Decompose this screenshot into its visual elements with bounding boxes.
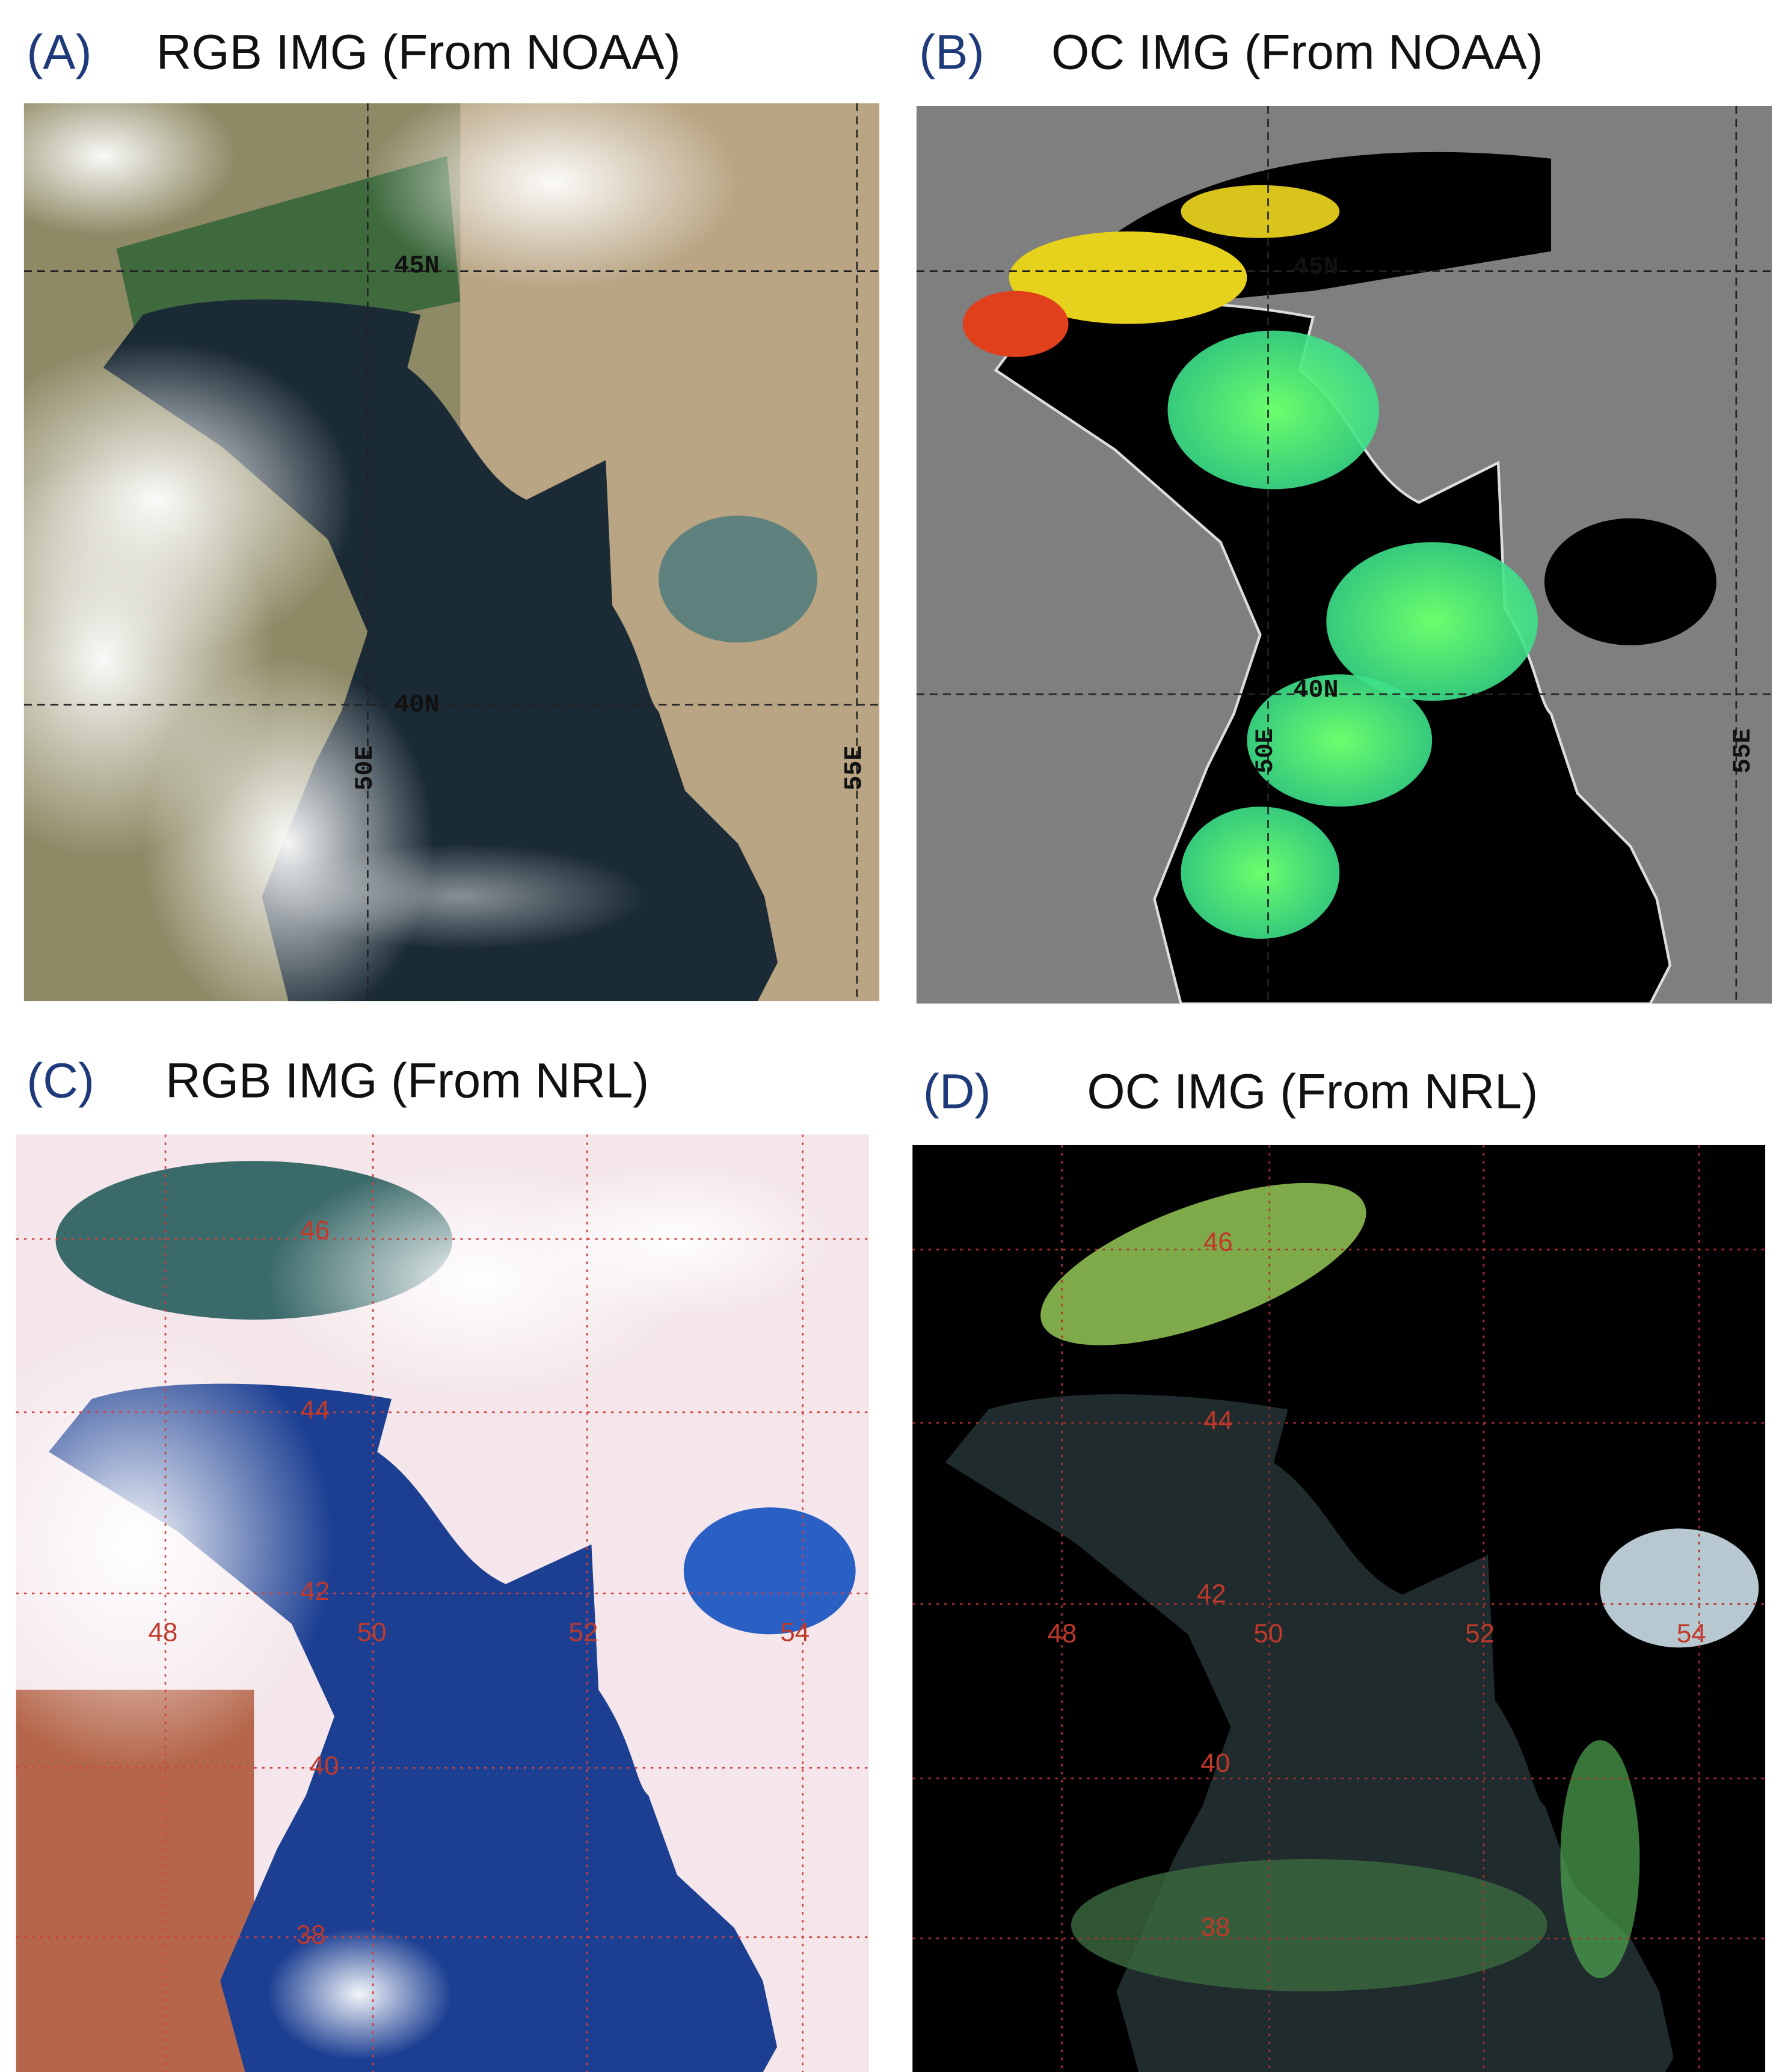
image: 45N 40N 50E 55E — [916, 105, 1772, 1004]
grid-label: 54 — [1677, 1619, 1706, 1648]
grid-label: 55E — [1728, 728, 1757, 773]
grid-label: 54 — [780, 1617, 810, 1647]
panel-label: (D) — [923, 1064, 991, 1119]
panel-c: (C) RGB IMG (From NRL) 46 44 42 40 38 48… — [16, 1054, 869, 2072]
image: 46 44 42 40 38 48 50 52 54 — [912, 1145, 1766, 2072]
grid-label: 48 — [148, 1617, 177, 1647]
grid-label: 50E — [351, 745, 379, 790]
grid-label: 42 — [1197, 1579, 1226, 1609]
panel-label: (B) — [919, 25, 984, 79]
grid-label: 38 — [297, 1920, 326, 1950]
grid-label: 44 — [300, 1395, 330, 1425]
grid-label: 45N — [394, 251, 439, 280]
panel-title: RGB IMG (From NRL) — [165, 1054, 649, 1108]
image: 46 44 42 40 38 48 50 52 54 — [16, 1134, 869, 2072]
panel-b: (B) OC IMG (From NOAA) 45N 40N 50E 55E — [916, 25, 1772, 1004]
grid-label: 38 — [1200, 1913, 1230, 1942]
grid-label: 45N — [1293, 253, 1338, 281]
grid-label: 42 — [300, 1576, 330, 1606]
grid-label: 44 — [1203, 1406, 1233, 1436]
grid-label: 46 — [1203, 1228, 1233, 1257]
grid-label: 40 — [1200, 1748, 1230, 1778]
grid-label: 46 — [300, 1216, 330, 1245]
panel-label: (A) — [26, 25, 91, 79]
panel-title: OC IMG (From NOAA) — [1051, 25, 1543, 79]
grid-label: 40N — [1293, 676, 1338, 705]
panel-a: (A) RGB IMG (From NOAA) 45N 40N 50E 55E — [23, 25, 880, 1001]
grid-label: 50 — [357, 1617, 387, 1647]
grid-label: 48 — [1047, 1619, 1077, 1648]
panel-title: RGB IMG (From NOAA) — [156, 25, 681, 79]
panel-d: (D) OC IMG (From NRL) 46 44 42 40 38 48 … — [912, 1064, 1766, 2072]
panel-title: OC IMG (From NRL) — [1087, 1064, 1538, 1119]
panel-label: (C) — [26, 1054, 94, 1108]
image: 45N 40N 50E 55E — [23, 103, 880, 1001]
grid-label: 50E — [1251, 728, 1280, 773]
grid-label: 52 — [1465, 1619, 1495, 1648]
grid-label: 52 — [569, 1617, 598, 1647]
grid-label: 50 — [1253, 1619, 1283, 1648]
grid-label: 40 — [310, 1751, 339, 1780]
grid-label: 55E — [840, 745, 868, 790]
grid-label: 40N — [394, 690, 439, 719]
